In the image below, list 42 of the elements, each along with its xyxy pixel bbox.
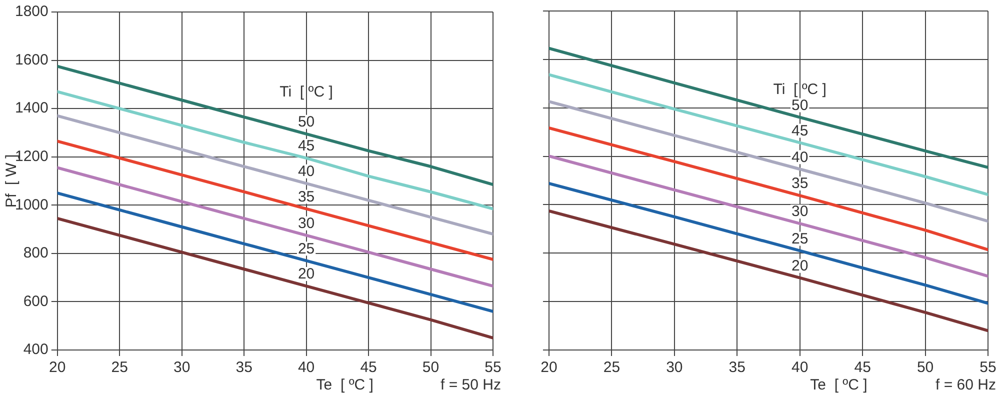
series-label: 45: [792, 122, 808, 140]
x-tick-label: 50: [422, 359, 440, 376]
series-label: 50: [792, 96, 808, 114]
series-label: 35: [792, 175, 808, 192]
x-tick-label: 20: [540, 359, 558, 376]
legend-title: Ti [ ºC ]: [773, 80, 826, 98]
series-label: 25: [792, 230, 808, 248]
y-tick-label: 600: [23, 292, 48, 310]
text: f = 50 Hz: [440, 376, 501, 394]
x-tick-label: 35: [236, 359, 252, 376]
x-tick-label: 40: [298, 359, 315, 376]
series-label: 30: [792, 203, 808, 220]
x-tick-label: 25: [603, 359, 620, 376]
x-tick-label: 45: [360, 359, 377, 376]
x-tick-label: 55: [980, 359, 996, 376]
series-label: 20: [792, 257, 808, 274]
series-label: 25: [298, 240, 315, 258]
x-axis-title: Te [ ºC ]: [810, 376, 868, 394]
y-tick-label: 1800: [14, 3, 48, 20]
y-tick-label: 800: [23, 244, 48, 262]
x-tick-label: 45: [854, 359, 871, 376]
x-axis-title: Te [ ºC ]: [316, 376, 374, 394]
y-tick-label: 1400: [14, 100, 48, 117]
y-tick-label: 400: [23, 341, 48, 358]
x-tick-label: 40: [792, 359, 808, 376]
series-label: 35: [298, 188, 315, 206]
text: f = 60 Hz: [936, 376, 996, 394]
series-label: 50: [298, 114, 315, 131]
series-label: 30: [298, 214, 315, 232]
x-tick-label: 50: [916, 359, 934, 376]
series-label: 20: [298, 266, 315, 283]
x-tick-label: 35: [728, 359, 746, 376]
series-label: 45: [298, 138, 315, 155]
legend-title: Ti [ ºC ]: [280, 84, 333, 101]
x-tick-label: 30: [666, 359, 683, 376]
x-tick-label: 25: [111, 359, 128, 376]
series-label: 40: [298, 163, 315, 180]
x-tick-label: 55: [484, 359, 502, 376]
x-tick-label: 20: [49, 359, 66, 376]
x-tick-label: 30: [173, 359, 190, 376]
series-label: 40: [792, 148, 808, 166]
y-tick-label: 1600: [14, 51, 48, 68]
